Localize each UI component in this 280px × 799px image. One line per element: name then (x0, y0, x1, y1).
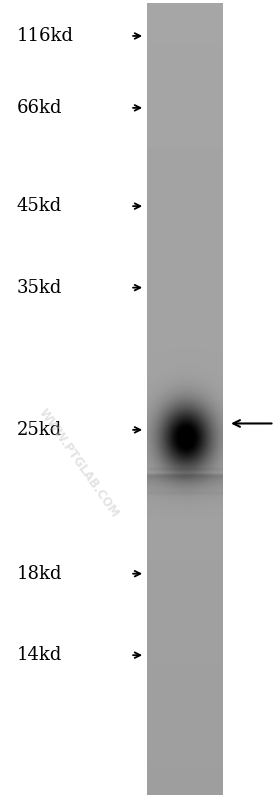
Text: 14kd: 14kd (17, 646, 62, 664)
Text: 45kd: 45kd (17, 197, 62, 215)
Text: WWW.PTGLAB.COM: WWW.PTGLAB.COM (36, 407, 121, 520)
Text: 25kd: 25kd (17, 421, 62, 439)
Text: 18kd: 18kd (17, 565, 62, 582)
Text: 116kd: 116kd (17, 27, 74, 45)
Text: 35kd: 35kd (17, 279, 62, 296)
Text: 66kd: 66kd (17, 99, 62, 117)
